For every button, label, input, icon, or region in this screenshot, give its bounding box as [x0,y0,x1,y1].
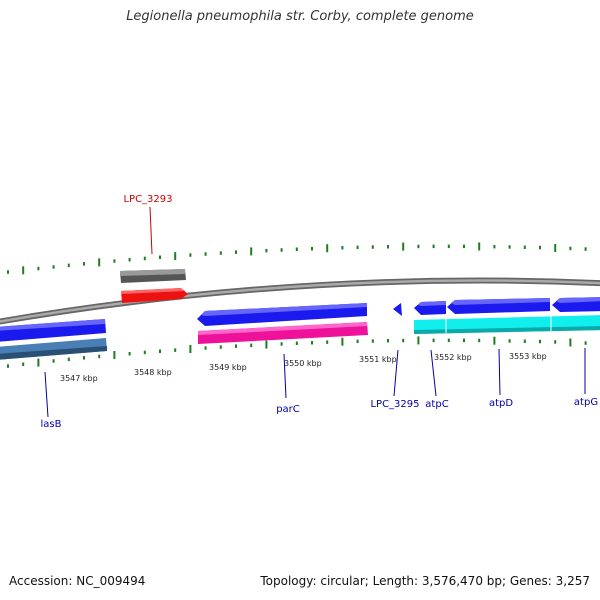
gene-label-lpc3293[interactable]: LPC_3293 [123,194,172,205]
gene-label-atpd[interactable]: atpD [489,398,513,409]
feature-lpc3295-blue [393,303,402,316]
accession-text: Accession: NC_009494 [9,574,146,588]
genome-info-text: Topology: circular; Length: 3,576,470 bp… [260,574,590,588]
feature-atpg-blue [552,297,600,312]
gene-label-parc[interactable]: parC [276,404,300,415]
gene-callout-atpg[interactable]: atpG [574,348,598,408]
tick-marks-outer [7,242,587,275]
feature-parc-blue [197,303,367,326]
tick-label: 3552 kbp [434,353,472,362]
gene-label-atpg[interactable]: atpG [574,397,598,408]
tick-label: 3553 kbp [509,352,547,361]
feature-lpc3293-gray [120,269,186,283]
tick-marks-inner [7,336,587,368]
gene-callout-lpc3295[interactable]: LPC_3295 [370,349,420,410]
tick-label: 3548 kbp [134,368,172,377]
gene-label-lasb[interactable]: lasB [41,419,62,430]
feature-atpc-blue [414,301,446,315]
tick-label: 3549 kbp [209,363,247,372]
feature-lpc3293-red [121,288,188,303]
feature-parc-pink [198,322,368,344]
feature-atp-cyan [414,315,600,334]
gene-callout-atpc[interactable]: atpC [425,349,449,410]
feature-lasb-steel [0,338,107,360]
feature-atpd-blue [447,298,550,314]
feature-lasb-blue [0,319,106,342]
map-title: Legionella pneumophila str. Corby, compl… [126,9,474,24]
genome-backbone-highlight [0,279,600,323]
gene-callout-atpd[interactable]: atpD [489,348,513,409]
gene-callout-lasb[interactable]: lasB [41,371,62,430]
tick-label: 3551 kbp [359,355,397,364]
gene-callout-lpc3293[interactable]: LPC_3293 [123,194,173,255]
gene-label-lpc3295[interactable]: LPC_3295 [370,399,419,410]
gene-label-atpc[interactable]: atpC [425,399,448,410]
gene-callout-parc[interactable]: parC [276,353,300,415]
tick-label: 3550 kbp [284,359,322,368]
tick-label: 3547 kbp [60,374,98,383]
